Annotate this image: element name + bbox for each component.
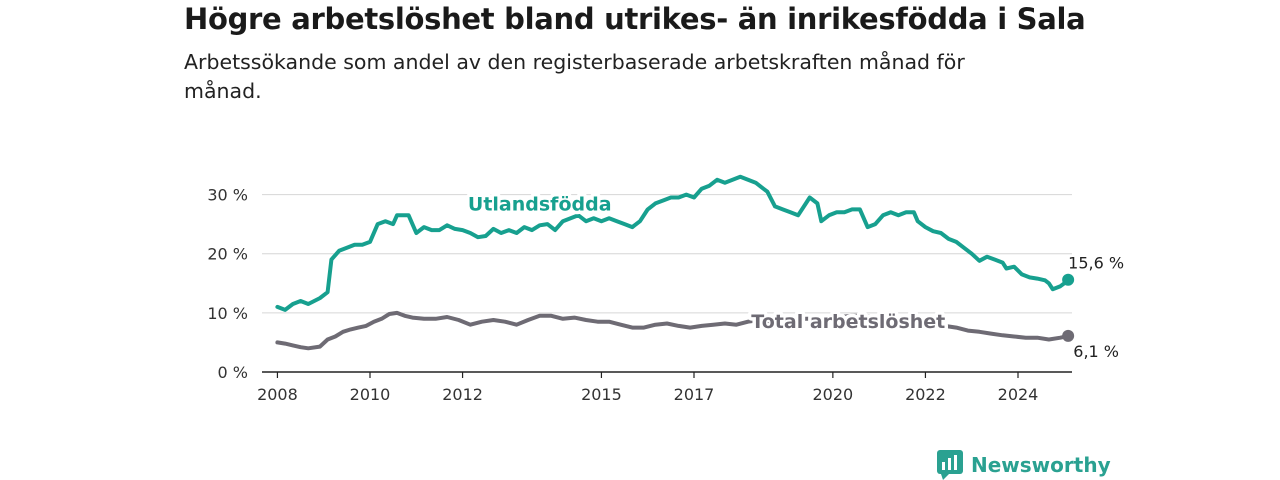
chart-title: Högre arbetslöshet bland utrikes- än inr… — [184, 2, 1086, 36]
end-value-label: 15,6 % — [1068, 254, 1124, 273]
line-chart: 0 % 10 % 20 % 30 % 2008 2010 2012 2015 2017 2020… — [207, 174, 1124, 404]
newsworthy-logo: Newsworthy — [937, 450, 1111, 480]
x-tick-label: 2008 — [257, 385, 298, 404]
series-end-point — [1062, 329, 1075, 342]
series-label: Total arbetslöshet — [751, 311, 945, 333]
series-line-total — [275, 310, 1071, 351]
series-line-utlandsfodda — [275, 174, 1071, 312]
x-tick-label: 2012 — [442, 385, 483, 404]
series-labels: 15,6 % 6,1 % Utlandsfödda Total arbetslöshe… — [464, 190, 1124, 361]
brand-name: Newsworthy — [971, 453, 1111, 477]
chart-subtitle: Arbetssökande som andel av den registerb… — [184, 50, 965, 103]
series-lines — [275, 174, 1075, 351]
x-axis-ticks: 2008 2010 2012 2015 2017 2020 2022 2024 — [257, 372, 1038, 404]
y-axis-ticks: 0 % 10 % 20 % 30 % — [207, 186, 248, 382]
x-tick-label: 2022 — [905, 385, 946, 404]
end-value-label: 6,1 % — [1073, 342, 1119, 361]
x-tick-label: 2015 — [581, 385, 622, 404]
x-tick-label: 2010 — [350, 385, 391, 404]
newsworthy-logo-icon — [937, 450, 963, 480]
x-tick-label: 2017 — [674, 385, 715, 404]
series-end-point — [1062, 273, 1075, 286]
x-tick-label: 2020 — [812, 385, 853, 404]
y-tick-label: 20 % — [207, 245, 248, 264]
y-tick-label: 30 % — [207, 186, 248, 205]
series-label: Utlandsfödda — [468, 194, 612, 216]
y-tick-label: 0 % — [218, 363, 248, 382]
x-tick-label: 2024 — [998, 385, 1039, 404]
y-tick-label: 10 % — [207, 304, 248, 323]
